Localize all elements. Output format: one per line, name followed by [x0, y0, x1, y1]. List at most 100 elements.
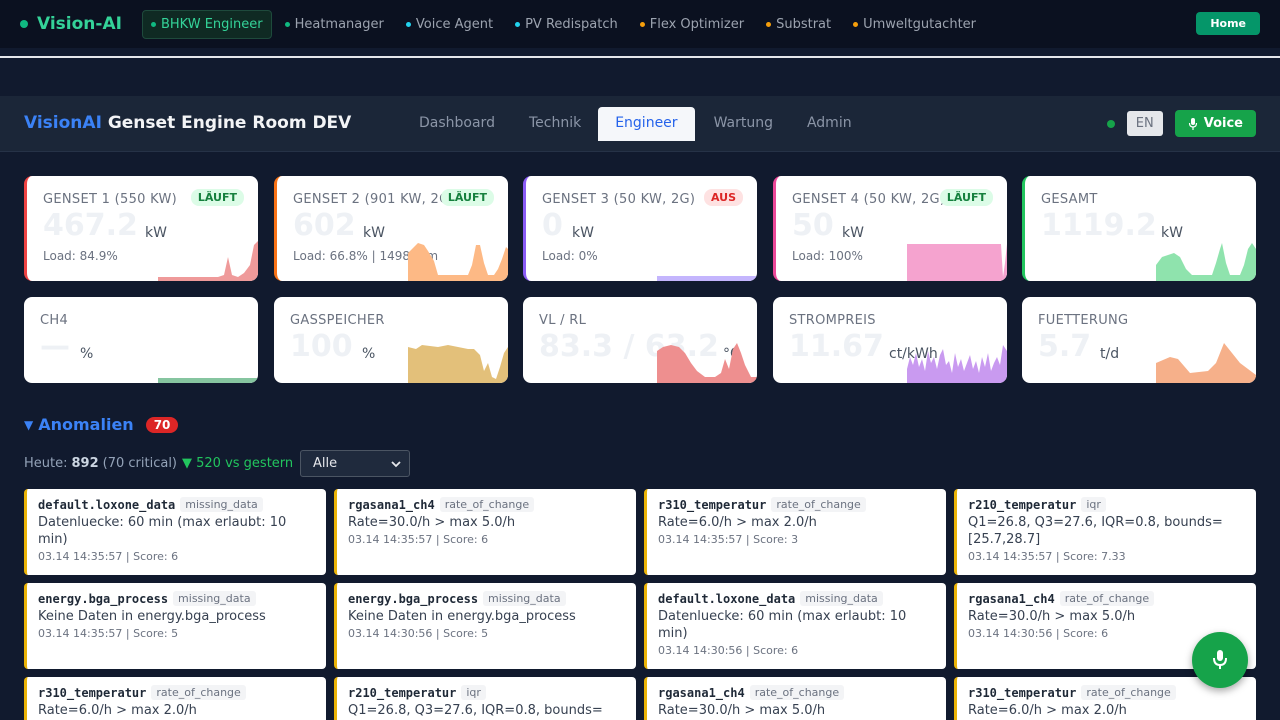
card-detail: Load: 0% — [542, 249, 598, 263]
anomaly-header: r210_temperatur iqr — [968, 497, 1246, 512]
card-unit: kW — [572, 225, 594, 241]
anomaly-type-tag: iqr — [461, 685, 486, 700]
nav-link-umweltgutachter[interactable]: Umweltgutachter — [844, 10, 985, 39]
anomalies-title: Anomalien — [38, 415, 134, 434]
sparkline — [657, 276, 757, 281]
anomaly-type-tag: iqr — [1081, 497, 1106, 512]
anomaly-source: energy.bga_process — [348, 591, 479, 606]
card-value: 83.3 / 63.2 — [539, 329, 719, 364]
anomaly-header: rgasana1_ch4 rate_of_change — [658, 685, 936, 700]
card-label: GENSET 2 (901 KW, 2G) — [293, 192, 455, 207]
card-detail: Load: 84.9% — [43, 249, 118, 263]
anomaly-card[interactable]: default.loxone_data missing_data Datenluec… — [644, 583, 946, 669]
card-value: 5.7 — [1038, 329, 1092, 364]
card-unit: % — [362, 346, 376, 362]
flow-return-temp-card[interactable]: VL / RL 83.3 / 63.2 °C — [523, 297, 757, 383]
voice-button[interactable]: Voice — [1174, 110, 1256, 137]
header-actions: EN Voice — [1106, 110, 1256, 137]
anomaly-source: rgasana1_ch4 — [968, 591, 1055, 606]
anomaly-description: Rate=6.0/h > max 2.0/h — [968, 703, 1127, 718]
anomaly-source: r310_temperatur — [38, 685, 147, 700]
anomaly-description: Keine Daten in energy.bga_process — [348, 609, 576, 624]
status-badge: AUS — [703, 189, 743, 206]
nav-link-label: Heatmanager — [294, 16, 384, 32]
gas-storage-card[interactable]: GASSPEICHER 100 % — [274, 297, 508, 383]
card-unit: kW — [145, 225, 167, 241]
nav-link-substrat[interactable]: Substrat — [757, 10, 840, 39]
nav-link-label: Substrat — [776, 16, 832, 32]
total-power-card[interactable]: GESAMT 1119.2 kW — [1022, 176, 1256, 281]
tab-technik[interactable]: Technik — [528, 115, 582, 131]
card-unit: kW — [842, 225, 864, 241]
anomaly-header: energy.bga_process missing_data — [38, 591, 316, 606]
anomaly-card[interactable]: r310_temperatur rate_of_change Rate=6.0/h … — [24, 677, 326, 720]
page-title: VisionAI Genset Engine Room DEV — [24, 113, 351, 133]
anomaly-card[interactable]: energy.bga_process missing_data Keine Date… — [334, 583, 636, 669]
status-badge: LÄUFT — [939, 189, 993, 206]
connection-status-icon — [1106, 119, 1115, 128]
genset-2-card[interactable]: GENSET 2 (901 KW, 2G) LÄUFT 602 kW Load:… — [274, 176, 508, 281]
anomaly-description: Datenluecke: 60 min (max erlaubt: 10 min… — [38, 515, 287, 547]
sparkline-area — [1156, 343, 1256, 383]
anomaly-meta: 03.14 14:30:56 | Score: 6 — [968, 627, 1109, 640]
card-label: GASSPEICHER — [290, 313, 385, 328]
power-price-card[interactable]: STROMPREIS 11.67 ct/kWh — [773, 297, 1007, 383]
card-value: 11.67 — [789, 329, 884, 364]
genset-4-card[interactable]: GENSET 4 (50 KW, 2G) LÄUFT 50 kW Load: 1… — [773, 176, 1007, 281]
anomaly-meta: 03.14 14:35:57 | Score: 3 — [658, 533, 799, 546]
ch4-card[interactable]: CH4 — % — [24, 297, 258, 383]
feeding-card[interactable]: FUETTERUNG 5.7 t/d — [1022, 297, 1256, 383]
anomaly-card[interactable]: r310_temperatur rate_of_change Rate=6.0/h … — [644, 489, 946, 575]
anomaly-source: r310_temperatur — [658, 497, 767, 512]
anomalies-toggle[interactable]: ▼ Anomalien 70 — [24, 415, 179, 434]
anomaly-filter-select[interactable]: Alle — [300, 450, 410, 477]
card-label: VL / RL — [539, 313, 587, 328]
tab-bar: Dashboard Technik Engineer Wartung Admin — [402, 107, 869, 141]
app-brand[interactable]: Vision-AI — [20, 14, 122, 34]
card-unit: ct/kWh — [889, 346, 938, 362]
sparkline-area — [657, 343, 757, 383]
anomaly-header: r310_temperatur rate_of_change — [968, 685, 1246, 700]
trend-vs-yesterday: ▼ 520 vs gestern — [182, 456, 294, 471]
sparkline-area — [408, 243, 508, 281]
nav-dot-icon — [766, 21, 772, 27]
page-title-text: Genset Engine Room DEV — [107, 113, 352, 133]
anomaly-header: r310_temperatur rate_of_change — [658, 497, 936, 512]
tab-engineer[interactable]: Engineer — [598, 107, 695, 141]
anomaly-type-tag: missing_data — [173, 591, 256, 606]
genset-3-card[interactable]: GENSET 3 (50 KW, 2G) AUS 0 kW Load: 0% — [523, 176, 757, 281]
anomaly-type-tag: rate_of_change — [439, 497, 535, 512]
card-label: STROMPREIS — [789, 313, 876, 328]
nav-link-bhkw-engineer[interactable]: BHKW Engineer — [141, 9, 272, 39]
anomaly-description: Keine Daten in energy.bga_process — [38, 609, 266, 624]
home-button[interactable]: Home — [1196, 12, 1260, 35]
anomaly-card[interactable]: rgasana1_ch4 rate_of_change Rate=30.0/h > … — [644, 677, 946, 720]
sparkline — [158, 378, 258, 383]
nav-link-heatmanager[interactable]: Heatmanager — [276, 10, 393, 39]
tab-wartung[interactable]: Wartung — [713, 115, 773, 131]
nav-link-flex-optimizer[interactable]: Flex Optimizer — [631, 10, 753, 39]
anomaly-card[interactable]: rgasana1_ch4 rate_of_change Rate=30.0/h > … — [334, 489, 636, 575]
voice-button-label: Voice — [1203, 116, 1243, 131]
nav-link-label: Umweltgutachter — [863, 16, 977, 32]
nav-link-voice-agent[interactable]: Voice Agent — [397, 10, 502, 39]
anomaly-description: Rate=30.0/h > max 5.0/h — [348, 515, 516, 530]
anomaly-card[interactable]: r210_temperatur iqr Q1=26.8, Q3=27.6, IQR=… — [954, 489, 1256, 575]
genset-1-card[interactable]: GENSET 1 (550 KW) LÄUFT 467.2 kW Load: 8… — [24, 176, 258, 281]
sparkline-area — [158, 378, 258, 383]
anomaly-card[interactable]: r210_temperatur iqr Q1=26.8, Q3=27.6, IQR=… — [334, 677, 636, 720]
anomaly-card[interactable]: energy.bga_process missing_data Keine Date… — [24, 583, 326, 669]
anomaly-card[interactable]: default.loxone_data missing_data Datenluec… — [24, 489, 326, 575]
anomaly-description: Q1=26.8, Q3=27.6, IQR=0.8, bounds=[25.7,… — [968, 515, 1223, 547]
voice-fab-button[interactable] — [1192, 632, 1248, 688]
card-label: GESAMT — [1041, 192, 1098, 207]
nav-link-pv-redispatch[interactable]: PV Redispatch — [506, 10, 627, 39]
sparkline — [408, 243, 508, 281]
card-value: 1119.2 — [1041, 208, 1157, 243]
tab-dashboard[interactable]: Dashboard — [419, 115, 495, 131]
card-value: 100 — [290, 329, 353, 364]
tab-admin[interactable]: Admin — [806, 115, 852, 131]
language-toggle[interactable]: EN — [1126, 111, 1163, 136]
anomaly-header: rgasana1_ch4 rate_of_change — [348, 497, 626, 512]
sparkline — [907, 345, 1007, 383]
